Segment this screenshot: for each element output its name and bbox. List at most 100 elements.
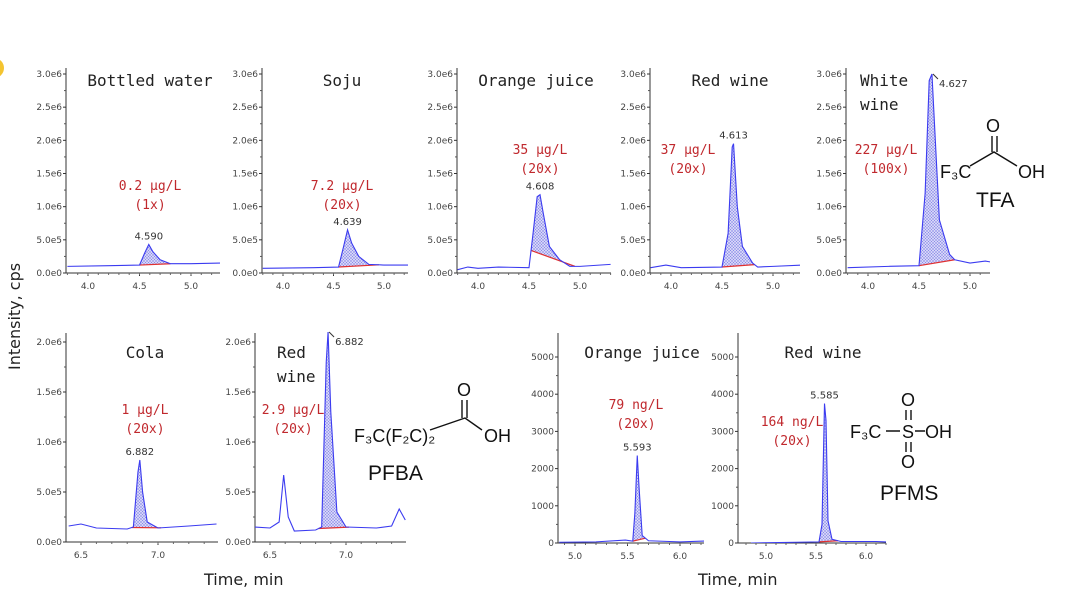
y-tick-label: 2000 [711, 465, 734, 475]
x-axis-label-left: Time, min [203, 570, 284, 589]
y-tick-label: 2.5e6 [427, 103, 453, 113]
y-tick-label: 5.0e5 [427, 236, 453, 246]
chromatogram-trace [262, 227, 408, 269]
decorative-circle [0, 60, 4, 76]
x-tick-label: 4.0 [81, 282, 96, 292]
tfa-group: F₃C [940, 162, 971, 182]
pfba-group: F₃C(F₂C)₂ [354, 426, 435, 446]
chromatogram-panel: 0.0e0 5.0e5 1.0e6 1.5e6 2.0e6 2.5e6 3.0e6 4.0 4.… [232, 68, 408, 292]
pfba-hydroxyl: OH [484, 426, 511, 446]
peak-label-leader [328, 331, 335, 338]
integration-baseline [139, 263, 171, 266]
integrated-peak-area [632, 455, 646, 542]
y-tick-label: 1000 [711, 502, 734, 512]
peak-retention-time: 4.639 [333, 217, 362, 228]
concentration-label: 7.2 µg/L [311, 179, 374, 194]
y-tick-label: 0 [728, 539, 734, 549]
axis-frame [261, 68, 408, 274]
integration-baseline [818, 540, 839, 543]
chromatogram-trace [457, 193, 611, 271]
chromatogram-panel: 0 1000 2000 3000 4000 5000 5.0 5.5 6.0 5.585 Red w… [711, 333, 887, 562]
y-tick-label: 0 [548, 539, 554, 549]
x-tick-label: 4.5 [132, 282, 146, 292]
y-tick-label: 1.5e6 [36, 170, 62, 180]
x-tick-label: 5.0 [568, 552, 583, 562]
pfba-bonds [429, 400, 483, 431]
y-tick-label: 0.0e0 [620, 269, 646, 279]
y-tick-label: 4000 [711, 390, 734, 400]
peak-retention-time: 6.882 [335, 337, 364, 348]
x-tick-label: 4.5 [522, 282, 536, 292]
pfms-oxygen-bottom: O [901, 452, 915, 472]
sample-title: Red [277, 343, 306, 362]
dilution-label: (100x) [863, 162, 910, 177]
integrated-peak-area [531, 194, 575, 267]
sample-title-line2: wine [860, 95, 899, 114]
y-tick-label: 1.5e6 [36, 388, 62, 398]
y-tick-label: 5.0e5 [36, 236, 62, 246]
y-tick-label: 1.5e6 [620, 170, 646, 180]
concentration-label: 1 µg/L [122, 403, 169, 418]
chromatogram-trace [750, 403, 886, 543]
integration-baseline [530, 249, 576, 267]
y-tick-label: 0.0e0 [232, 269, 258, 279]
peak-label-leader [932, 73, 939, 80]
dilution-label: (20x) [322, 198, 361, 213]
x-tick-label: 4.0 [861, 282, 876, 292]
y-tick-label: 1.0e6 [225, 438, 251, 448]
dilution-label: (20x) [520, 162, 559, 177]
y-tick-label: 0.0e0 [225, 538, 251, 548]
y-tick-label: 1.0e6 [816, 203, 842, 213]
sample-title: Cola [126, 343, 165, 362]
y-tick-label: 2.5e6 [816, 103, 842, 113]
dilution-label: (20x) [273, 422, 312, 437]
concentration-label: 0.2 µg/L [119, 179, 182, 194]
tfa-hydroxyl: OH [1018, 162, 1045, 182]
x-axis-label-right: Time, min [697, 570, 778, 589]
integrated-peak-area [131, 460, 162, 528]
y-tick-label: 2.5e6 [232, 103, 258, 113]
x-tick-label: 4.0 [664, 282, 679, 292]
sample-title: Red wine [691, 71, 768, 90]
chromatogram-trace [650, 143, 800, 269]
x-tick-label: 5.0 [759, 552, 774, 562]
pfms-sulfur: S [902, 422, 914, 442]
x-tick-label: 5.5 [620, 552, 634, 562]
x-tick-label: 4.5 [715, 282, 729, 292]
y-tick-label: 5.0e5 [232, 236, 258, 246]
concentration-label: 2.9 µg/L [262, 403, 325, 418]
y-tick-label: 5.0e5 [225, 488, 251, 498]
x-tick-label: 6.5 [263, 551, 277, 561]
y-tick-label: 0.0e0 [36, 269, 62, 279]
y-tick-label: 1.5e6 [225, 388, 251, 398]
chromatogram-panel: 0.0e0 5.0e5 1.0e6 1.5e6 2.0e6 2.5e6 3.0e6 4.0 4.… [816, 68, 990, 292]
tfa-name: TFA [976, 189, 1015, 212]
chromatogram-panel: 0 1000 2000 3000 4000 5000 5.0 5.5 6.0 5.593 Orang… [531, 333, 704, 562]
y-tick-label: 1.0e6 [620, 203, 646, 213]
concentration-label: 164 ng/L [761, 415, 824, 430]
y-tick-label: 4000 [531, 390, 554, 400]
pfms-oxygen-top: O [901, 390, 915, 410]
integration-baseline [338, 264, 379, 268]
chromatogram-trace [67, 243, 220, 267]
y-tick-label: 3.0e6 [427, 70, 453, 80]
chromatogram-trace [847, 73, 990, 269]
y-tick-label: 2000 [531, 465, 554, 475]
y-tick-label: 2.0e6 [36, 338, 62, 348]
peak-retention-time: 4.627 [939, 79, 968, 90]
chromatogram-panel: 0.0e0 5.0e5 1.0e6 1.5e6 2.0e6 2.5e6 3.0e6 4.0 4.… [620, 68, 800, 292]
y-tick-label: 2.5e6 [36, 103, 62, 113]
y-tick-label: 1.0e6 [427, 203, 453, 213]
integration-baseline [918, 259, 955, 267]
sample-title: Orange juice [584, 343, 700, 362]
integrated-peak-area [819, 403, 838, 542]
y-tick-label: 3000 [711, 427, 734, 437]
x-tick-label: 4.0 [276, 282, 291, 292]
y-tick-label: 5.0e5 [36, 488, 62, 498]
chromatogram-panel: 0.0e0 5.0e5 1.0e6 1.5e6 2.0e6 2.5e6 3.0e6 4.0 4.… [36, 68, 220, 292]
chromatogram-panel: 0.0e0 5.0e5 1.0e6 1.5e6 2.0e6 6.5 7.0 6.882 Red w… [225, 331, 406, 561]
x-tick-label: 5.0 [963, 282, 978, 292]
pfba-name: PFBA [368, 462, 423, 485]
x-tick-label: 7.0 [339, 551, 354, 561]
